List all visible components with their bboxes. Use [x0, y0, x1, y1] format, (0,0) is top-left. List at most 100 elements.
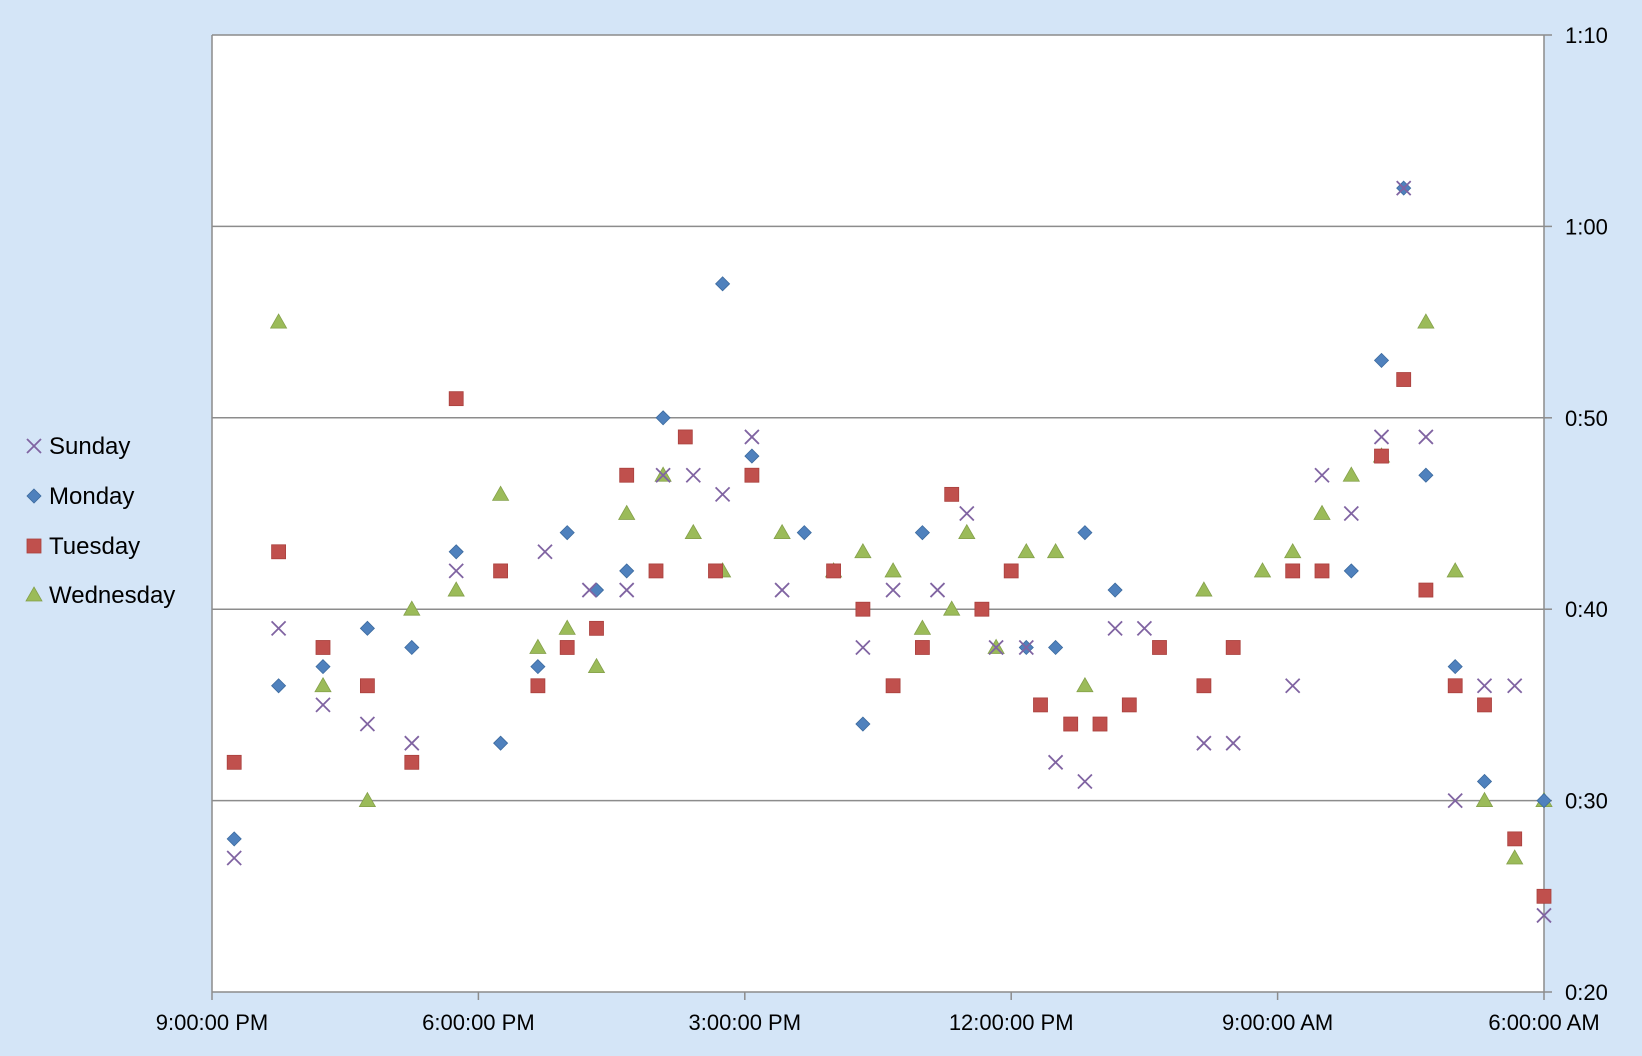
- data-point: [1343, 563, 1359, 579]
- series-monday: [226, 180, 1552, 847]
- data-point: [448, 391, 464, 407]
- data-point: [618, 504, 636, 520]
- data-point: [359, 620, 375, 636]
- data-point: [708, 563, 723, 579]
- data-point: [943, 600, 961, 616]
- data-point: [744, 429, 760, 445]
- y-axis-tick-label: 1:10: [1565, 23, 1608, 48]
- x-axis-tick-label: 12:00:00 PM: [949, 1010, 1074, 1035]
- data-point: [855, 601, 871, 617]
- data-point: [589, 620, 604, 636]
- data-point: [359, 678, 375, 694]
- data-point: [744, 467, 760, 483]
- data-point: [1536, 907, 1552, 924]
- data-point: [1152, 640, 1167, 655]
- data-point: [685, 467, 701, 483]
- data-point: [448, 544, 464, 560]
- legend-label: Monday: [49, 483, 134, 510]
- data-point: [744, 448, 760, 464]
- data-point: [1374, 448, 1389, 464]
- data-point: [1342, 466, 1360, 482]
- data-point: [530, 678, 546, 694]
- data-point: [558, 619, 576, 635]
- data-point: [404, 639, 420, 656]
- legend-marker: [26, 438, 42, 454]
- data-point: [1343, 505, 1359, 522]
- data-point: [1225, 735, 1241, 751]
- data-point: [1284, 542, 1302, 559]
- data-point: [226, 831, 242, 847]
- data-point: [1476, 773, 1493, 790]
- data-point: [559, 525, 575, 541]
- data-point: [270, 620, 287, 636]
- plot-area: [212, 35, 1544, 992]
- data-point: [1047, 754, 1064, 770]
- data-point: [358, 791, 377, 807]
- data-point: [537, 544, 553, 560]
- legend-label: Wednesday: [49, 582, 175, 609]
- data-point: [1418, 467, 1434, 483]
- y-axis-tick-label: 0:40: [1565, 597, 1608, 622]
- data-point: [493, 735, 509, 751]
- data-point: [1196, 735, 1212, 751]
- data-points: [226, 180, 1553, 924]
- data-point: [314, 676, 332, 693]
- data-point: [1536, 888, 1552, 904]
- data-point: [929, 582, 946, 598]
- data-point: [529, 638, 547, 654]
- data-point: [1196, 678, 1212, 694]
- y-axis-tick-labels: 0:20 0:30 0:40 0:50 1:00 1:10: [1565, 23, 1608, 1005]
- legend-item-wednesday: Wednesday: [25, 582, 175, 609]
- legend-item-tuesday: Tuesday: [26, 533, 140, 560]
- data-point: [619, 563, 635, 579]
- data-point: [1373, 352, 1390, 368]
- data-point: [271, 678, 287, 694]
- y-axis-tick-label: 0:30: [1565, 789, 1608, 814]
- data-point: [677, 429, 693, 445]
- data-point: [655, 410, 671, 426]
- data-point: [885, 678, 901, 694]
- data-point: [226, 850, 242, 866]
- data-point: [1046, 542, 1065, 559]
- data-point: [1136, 620, 1153, 636]
- data-point: [648, 563, 664, 579]
- legend-label: Tuesday: [49, 533, 140, 560]
- data-point: [619, 467, 635, 483]
- data-point: [587, 657, 606, 674]
- data-point: [1018, 639, 1034, 656]
- legend-item-sunday: Sunday: [26, 433, 130, 460]
- data-point: [226, 754, 242, 770]
- data-point: [988, 639, 1004, 656]
- data-point: [1107, 582, 1123, 598]
- data-point: [1396, 180, 1412, 196]
- legend-marker: [26, 488, 42, 504]
- data-point: [1477, 697, 1492, 713]
- y-axis-tick-label: 0:50: [1565, 406, 1608, 431]
- data-point: [1507, 678, 1523, 694]
- data-point: [403, 600, 421, 616]
- data-point: [315, 697, 331, 713]
- data-point: [1195, 581, 1213, 597]
- data-point: [1077, 773, 1093, 790]
- data-point: [404, 735, 420, 751]
- data-point: [974, 601, 990, 617]
- data-point: [884, 562, 902, 578]
- data-point: [1447, 659, 1463, 675]
- x-axis-tick-label: 9:00:00 AM: [1222, 1010, 1333, 1035]
- data-point: [1285, 678, 1301, 694]
- data-point: [655, 467, 671, 483]
- x-axis-tick-label: 9:00:00 PM: [156, 1010, 269, 1035]
- data-point: [404, 754, 420, 770]
- data-point: [774, 582, 790, 598]
- data-point: [315, 640, 331, 655]
- data-point: [1225, 640, 1241, 655]
- series-sunday: [226, 180, 1552, 924]
- data-point: [581, 582, 598, 598]
- legend-label: Sunday: [49, 433, 130, 460]
- data-point: [1076, 676, 1094, 693]
- gridlines: [212, 34, 1544, 802]
- data-point: [1253, 562, 1272, 578]
- data-point: [958, 523, 976, 540]
- data-point: [271, 544, 287, 560]
